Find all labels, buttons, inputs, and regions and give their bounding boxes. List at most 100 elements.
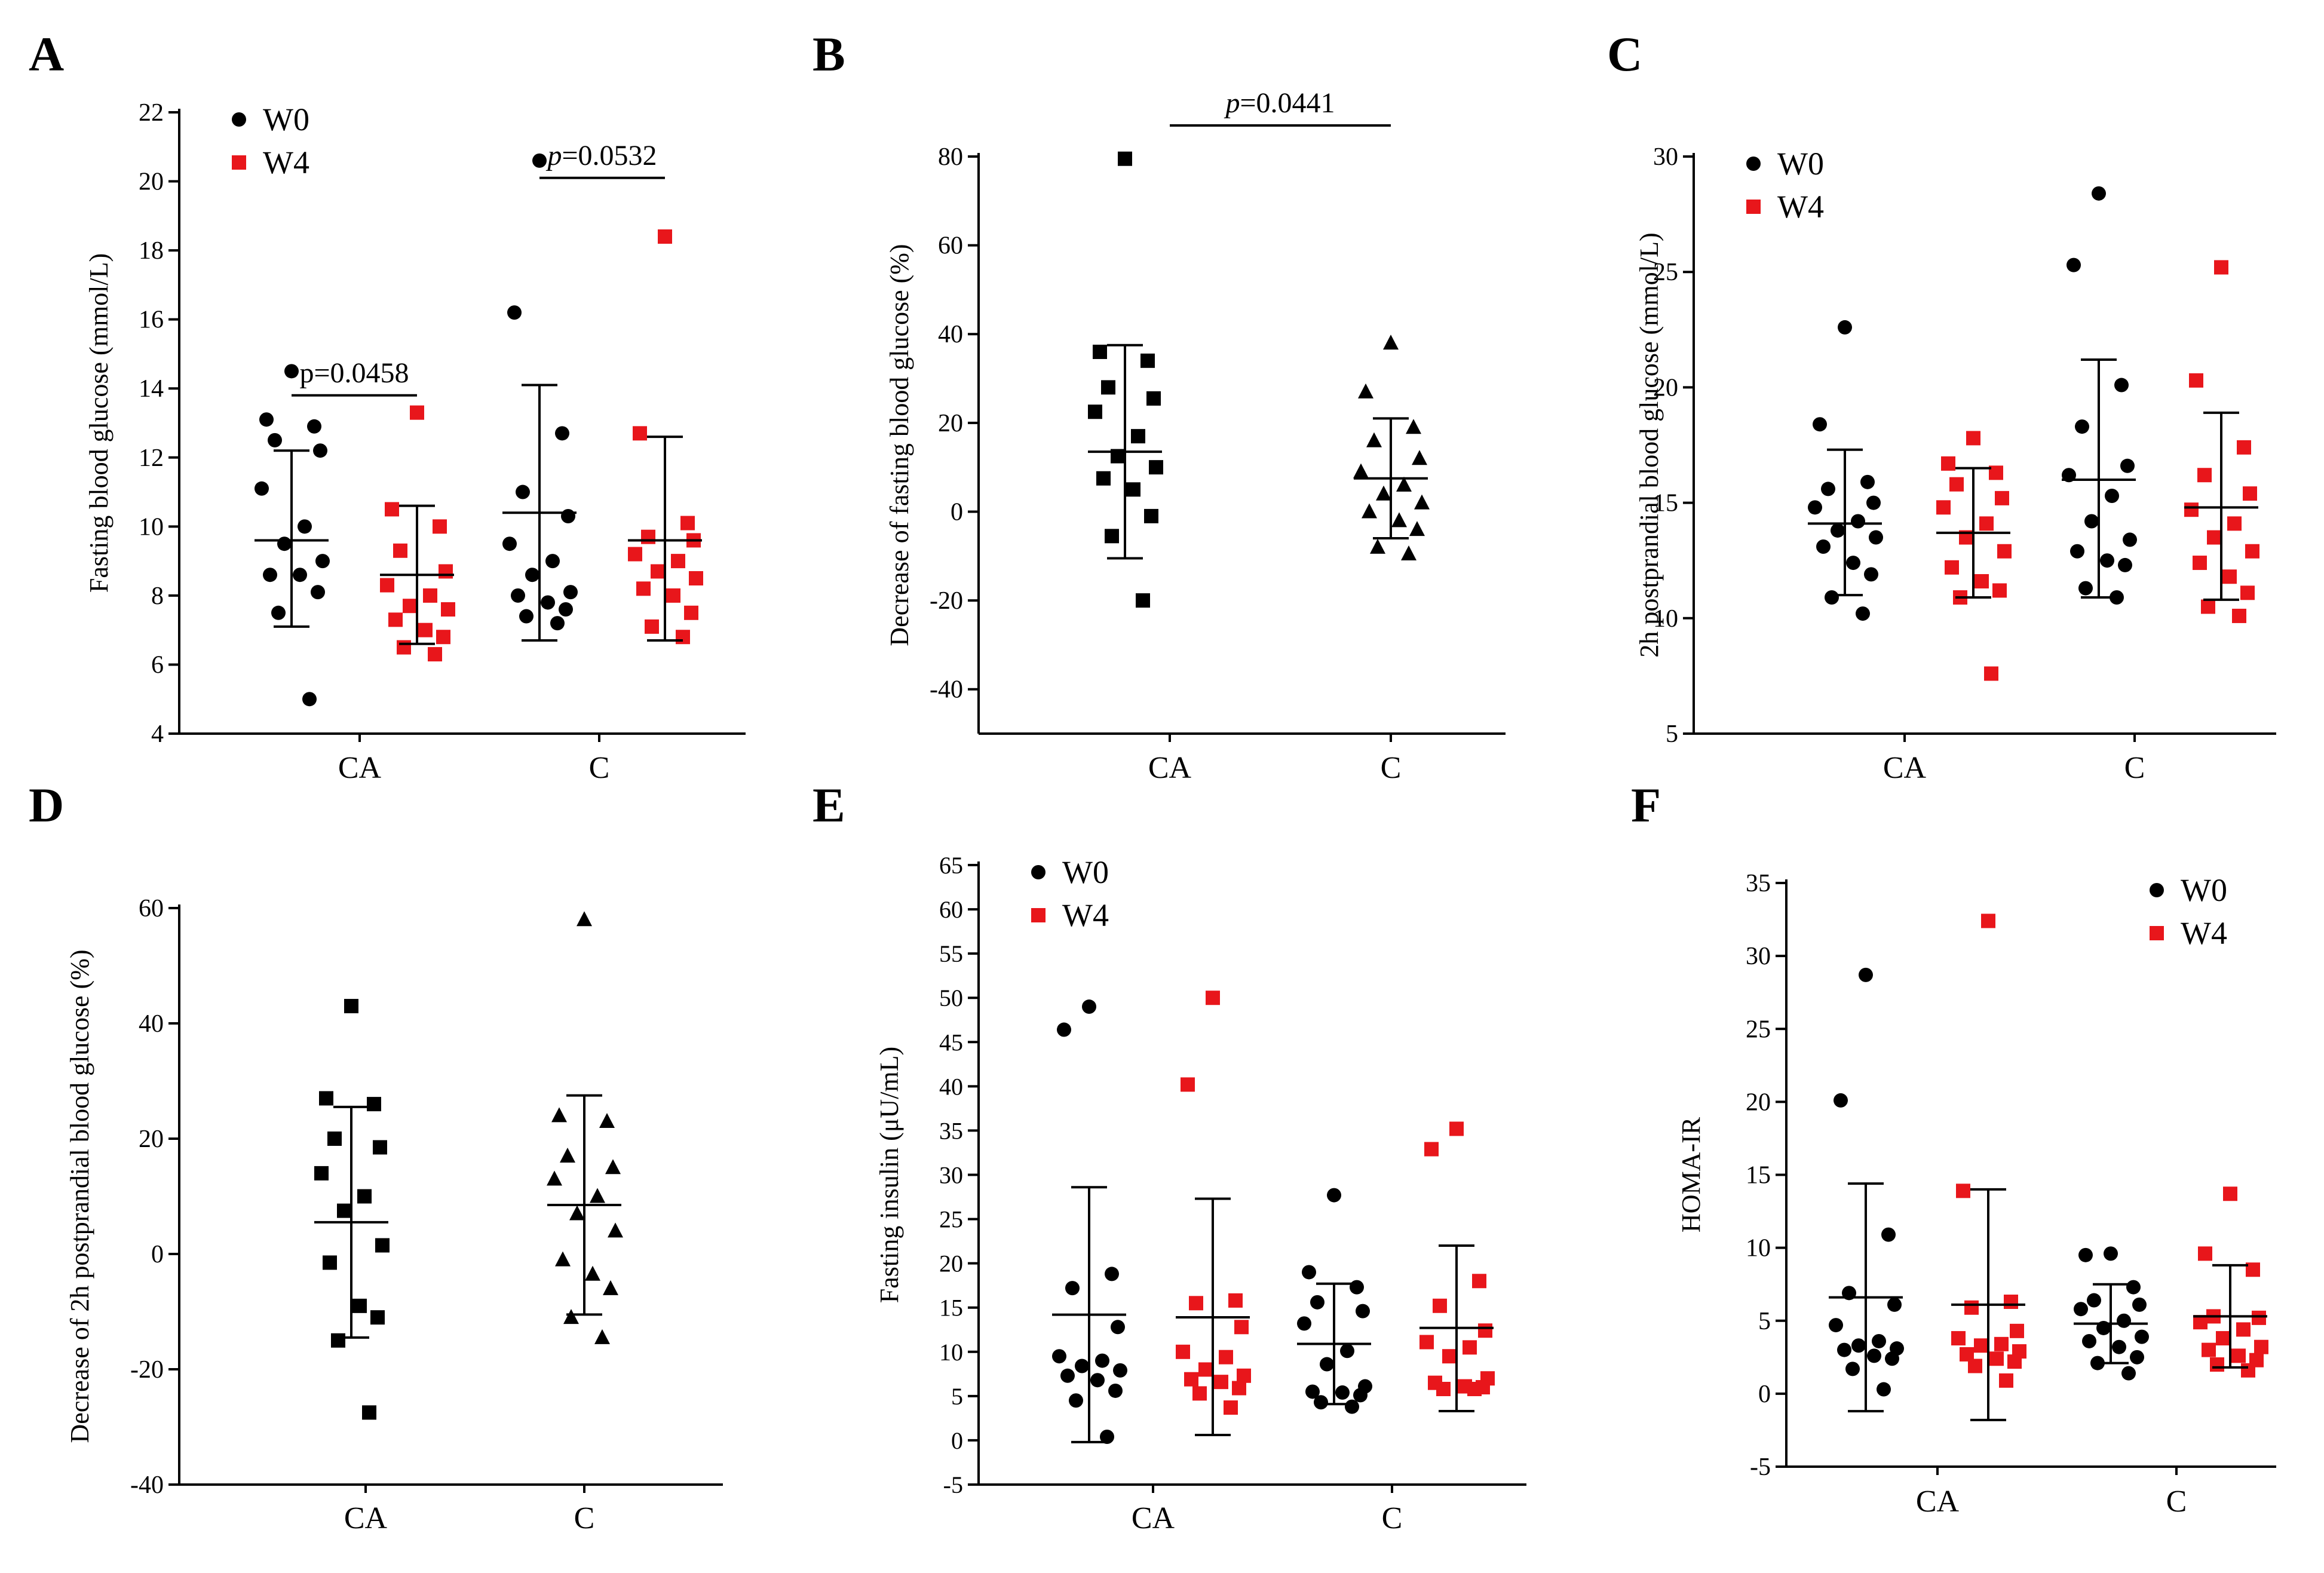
data-point <box>684 605 698 620</box>
legend-marker <box>232 155 246 170</box>
data-point <box>1096 471 1111 486</box>
data-point <box>302 692 317 707</box>
data-point <box>1350 1280 1364 1295</box>
series-group <box>255 364 330 707</box>
data-point <box>1198 1362 1213 1377</box>
panel-letter: F <box>1631 778 1661 832</box>
data-point <box>314 1166 329 1180</box>
data-point <box>680 516 695 531</box>
data-point <box>2004 1294 2018 1309</box>
y-tick-label: 15 <box>1653 490 1678 517</box>
data-point <box>284 364 299 379</box>
data-point <box>1813 417 1827 432</box>
data-point <box>2216 1331 2230 1346</box>
data-point <box>311 585 325 600</box>
data-point <box>2112 1339 2126 1354</box>
panel-a: A 4 6 8 10 12 14 16 18 20 22 Fasting blood glucose … <box>29 27 746 785</box>
legend-label: W0 <box>1062 854 1109 890</box>
data-point <box>2135 1329 2149 1344</box>
data-point <box>577 911 592 927</box>
y-tick-label: 5 <box>1666 720 1678 748</box>
data-point <box>2100 553 2114 568</box>
data-point <box>2130 1350 2144 1365</box>
series-group <box>1808 320 1883 621</box>
data-point <box>1829 1318 1843 1333</box>
data-point <box>1872 1333 1886 1348</box>
data-point <box>418 623 433 637</box>
panel-d: D -40 -20 0 20 40 60 Decrease of 2h postprandia… <box>29 778 723 1535</box>
data-point <box>1964 1300 1979 1315</box>
data-point <box>1433 1298 1447 1313</box>
panel-c: C 5 10 15 20 25 30 2h postprandial blood glucos… <box>1607 27 2276 785</box>
data-point <box>2105 489 2119 504</box>
data-point <box>1869 530 1883 545</box>
data-point <box>1237 1368 1251 1383</box>
data-point <box>605 1159 621 1175</box>
data-point <box>2197 468 2212 483</box>
data-point <box>525 568 539 582</box>
data-point <box>1951 1331 1966 1346</box>
data-point <box>1189 1296 1203 1311</box>
data-point <box>519 609 534 624</box>
data-point <box>1075 1359 1089 1373</box>
data-point <box>2132 1297 2147 1312</box>
data-point <box>603 1280 618 1295</box>
data-point <box>551 1107 567 1123</box>
data-point <box>1992 583 2007 598</box>
data-point <box>315 554 330 569</box>
data-point <box>651 564 665 579</box>
legend-label: W4 <box>263 145 309 180</box>
series-group <box>314 999 390 1420</box>
data-point <box>559 602 573 617</box>
series-group <box>1088 151 1163 608</box>
legend-marker <box>2150 883 2164 897</box>
data-point <box>1082 999 1096 1014</box>
data-point <box>428 647 442 662</box>
data-point <box>1320 1357 1334 1372</box>
data-point <box>1846 556 1860 571</box>
data-point <box>1232 1381 1246 1396</box>
panel-e: E -5 0 5 10 15 20 25 30 35 40 45 50 55 60 65 Fasting ins… <box>813 778 1526 1535</box>
panel-letter: E <box>813 778 845 832</box>
y-tick-label: 80 <box>938 143 963 171</box>
y-axis-title: Decrease of 2h postprandial blood glucos… <box>65 950 94 1443</box>
y-tick-label: 20 <box>139 1126 164 1153</box>
data-point <box>403 599 417 614</box>
data-point <box>2074 1302 2088 1317</box>
p-symbol: p <box>1224 87 1240 119</box>
x-category-label: CA <box>338 751 382 785</box>
data-point <box>2082 1333 2096 1348</box>
data-point <box>1105 1267 1119 1281</box>
data-point <box>1406 419 1421 434</box>
y-tick-label: 4 <box>151 720 164 748</box>
data-point <box>532 153 547 168</box>
data-point <box>1101 380 1115 395</box>
data-point <box>380 578 394 593</box>
data-point <box>2084 514 2099 529</box>
data-point <box>1214 1375 1228 1390</box>
data-point <box>1131 429 1145 444</box>
y-axis-title: Fasting blood glucose (mmol/L) <box>84 253 114 593</box>
y-tick-label: 40 <box>939 1073 963 1100</box>
data-point <box>1851 1338 1866 1353</box>
data-point <box>352 1298 367 1313</box>
data-point <box>569 1205 585 1221</box>
data-point <box>1449 1121 1464 1136</box>
data-point <box>259 412 274 427</box>
data-point <box>641 529 655 544</box>
x-category-label: C <box>2166 1485 2187 1519</box>
data-point <box>1834 1093 1848 1108</box>
data-point <box>1442 1349 1457 1364</box>
data-point <box>1356 1304 1370 1319</box>
data-point <box>1472 1274 1486 1289</box>
y-tick-label: 25 <box>1746 1016 1771 1043</box>
y-tick-label: 0 <box>951 1427 963 1454</box>
x-category-label: C <box>1381 751 1402 785</box>
y-tick-label: 60 <box>939 896 963 923</box>
y-tick-label: -20 <box>930 587 963 615</box>
data-point <box>2236 1322 2251 1337</box>
data-point <box>2232 608 2246 623</box>
